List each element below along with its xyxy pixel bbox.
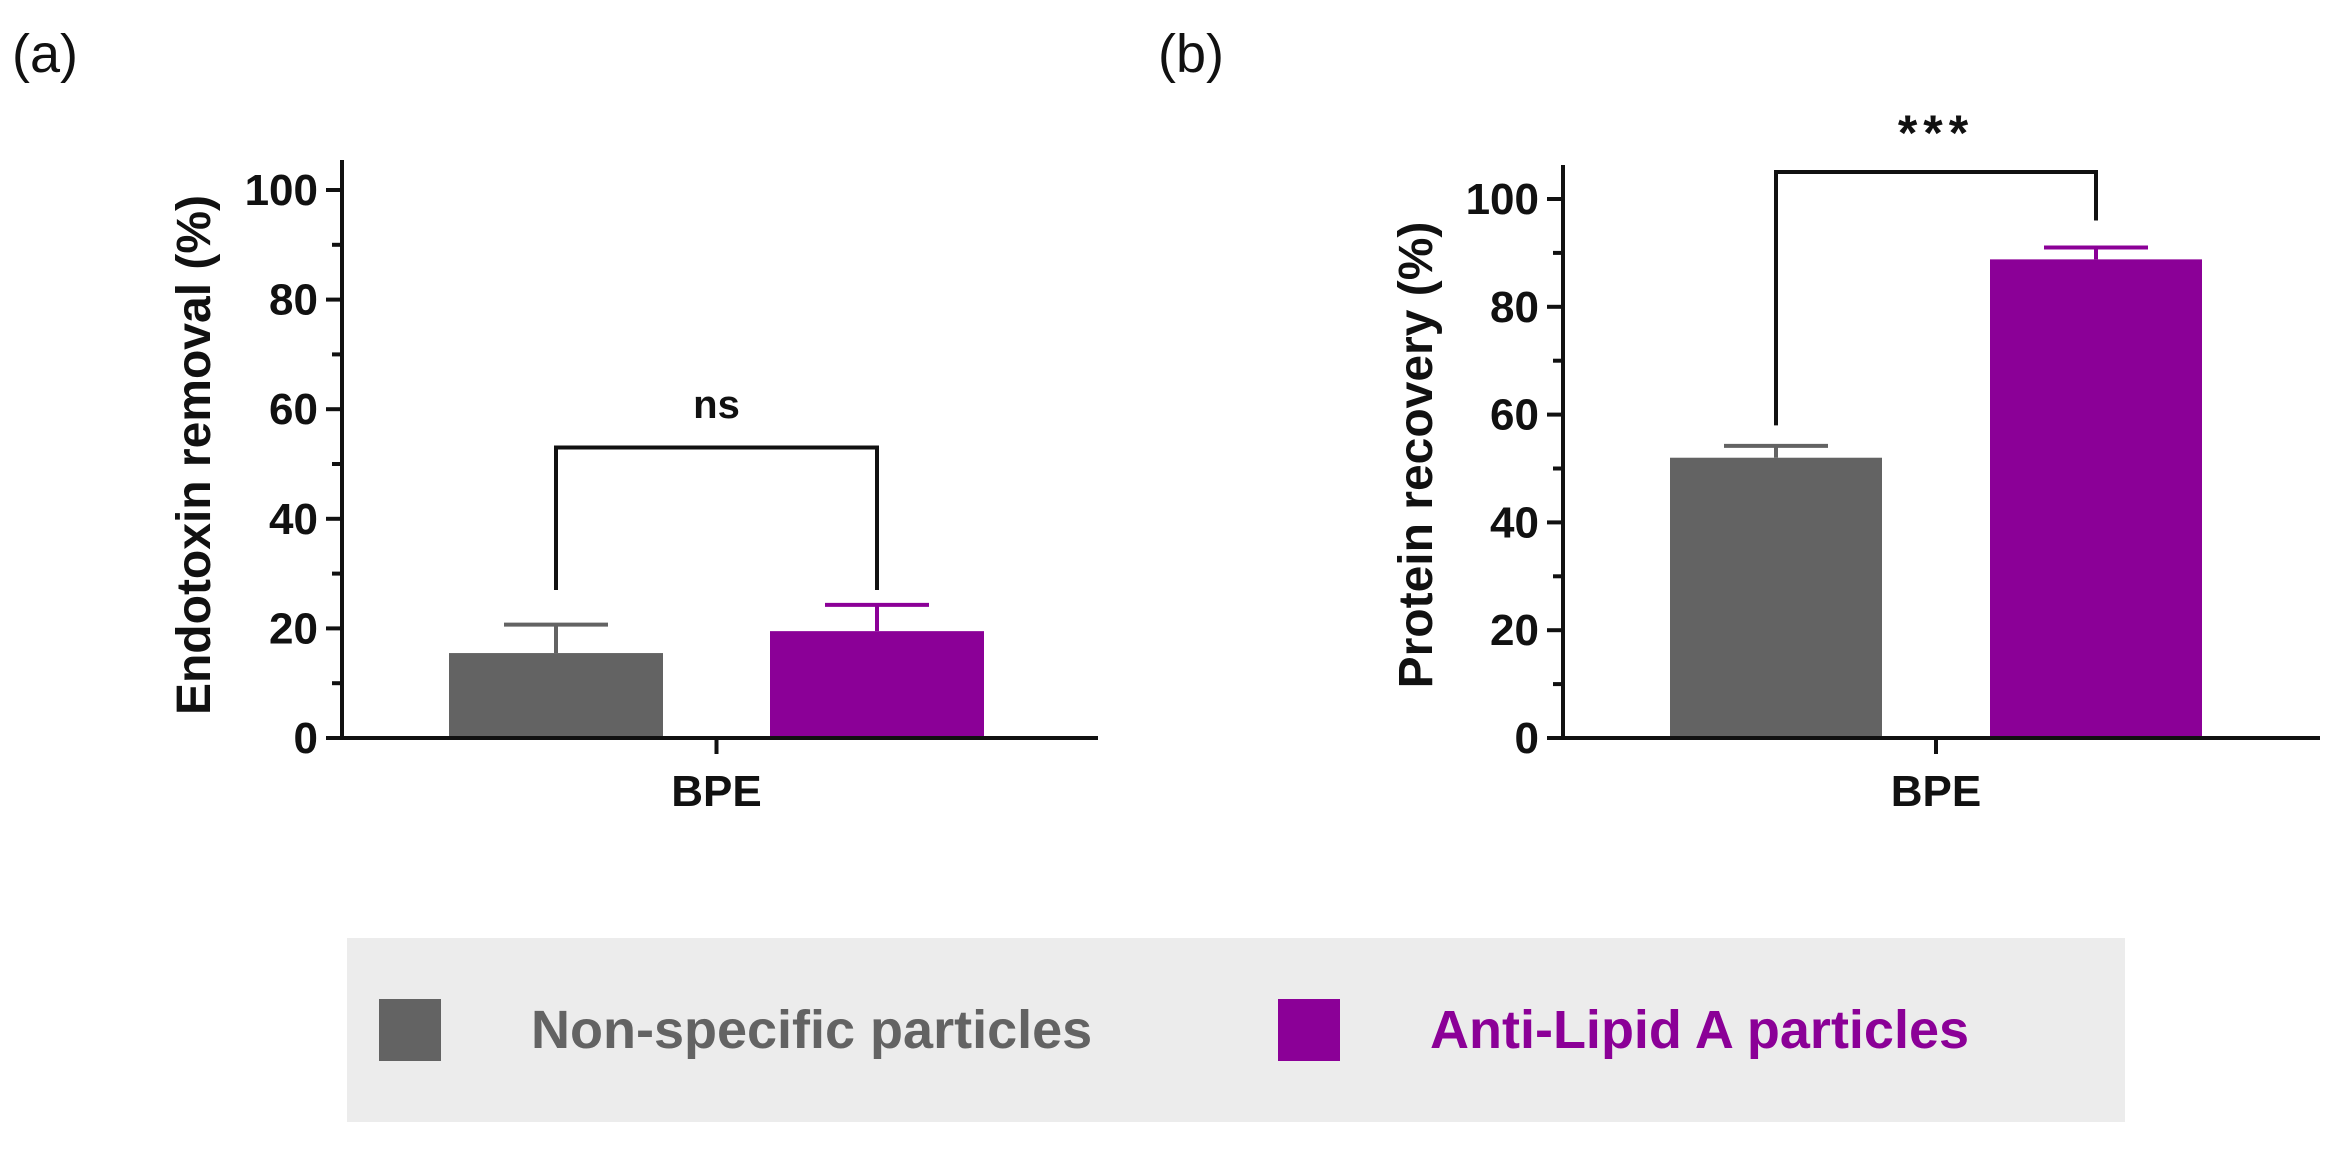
legend-label-anti-lipid-a: Anti-Lipid A particles <box>1430 1000 1970 1060</box>
panel-b-significance-label: *** <box>1898 105 1974 161</box>
legend-swatch-anti-lipid-a <box>1278 999 1340 1061</box>
panel-b-chart: (b) Protein recovery (%) 0 20 40 60 80 100 BPE… <box>1158 24 2320 816</box>
panel-a-y-tick-label-40: 40 <box>269 495 318 544</box>
legend-item-non-specific: Non-specific particles <box>379 999 1093 1061</box>
panel-b-y-tick-label-100: 100 <box>1466 175 1539 224</box>
panel-b-bar-anti-lipid-a <box>1990 259 2202 738</box>
panel-a-y-axis-title: Endotoxin removal (%) <box>168 195 221 715</box>
panel-b-label: (b) <box>1158 24 1224 84</box>
panel-a-significance-bracket <box>554 445 879 591</box>
panel-b-x-category-label: BPE <box>1891 767 1981 816</box>
panel-a-y-tick-label-0: 0 <box>294 714 318 763</box>
panel-b-significance-bracket <box>1774 170 2098 426</box>
panel-a-bar-non-specific <box>449 653 663 738</box>
panel-a-chart: (a) Endotoxin removal (%) 0 20 40 60 80 100 BP… <box>12 24 1098 816</box>
panel-a-significance-label: ns <box>693 383 740 427</box>
panel-a-y-tick-label-100: 100 <box>245 166 318 215</box>
panel-b-y-tick-label-0: 0 <box>1515 714 1539 763</box>
panel-b-y-tick-label-40: 40 <box>1490 498 1539 547</box>
panel-a-bar-anti-lipid-a <box>770 631 984 738</box>
panel-a-y-tick-label-60: 60 <box>269 385 318 434</box>
legend: Non-specific particles Anti-Lipid A part… <box>347 938 2125 1122</box>
panel-a-y-tick-label-80: 80 <box>269 276 318 325</box>
legend-item-anti-lipid-a: Anti-Lipid A particles <box>1278 999 1970 1061</box>
panel-a-x-category-label: BPE <box>671 767 761 816</box>
panel-b-bar-non-specific <box>1670 457 1882 738</box>
panel-b-y-tick-label-60: 60 <box>1490 391 1539 440</box>
panel-a-y-tick-label-20: 20 <box>269 604 318 653</box>
panel-b-y-tick-label-20: 20 <box>1490 606 1539 655</box>
panel-a-label: (a) <box>12 24 78 84</box>
panel-b-y-tick-label-80: 80 <box>1490 283 1539 332</box>
legend-label-non-specific: Non-specific particles <box>531 1000 1093 1060</box>
panel-b-y-axis-title: Protein recovery (%) <box>1390 222 1443 689</box>
legend-swatch-non-specific <box>379 999 441 1061</box>
